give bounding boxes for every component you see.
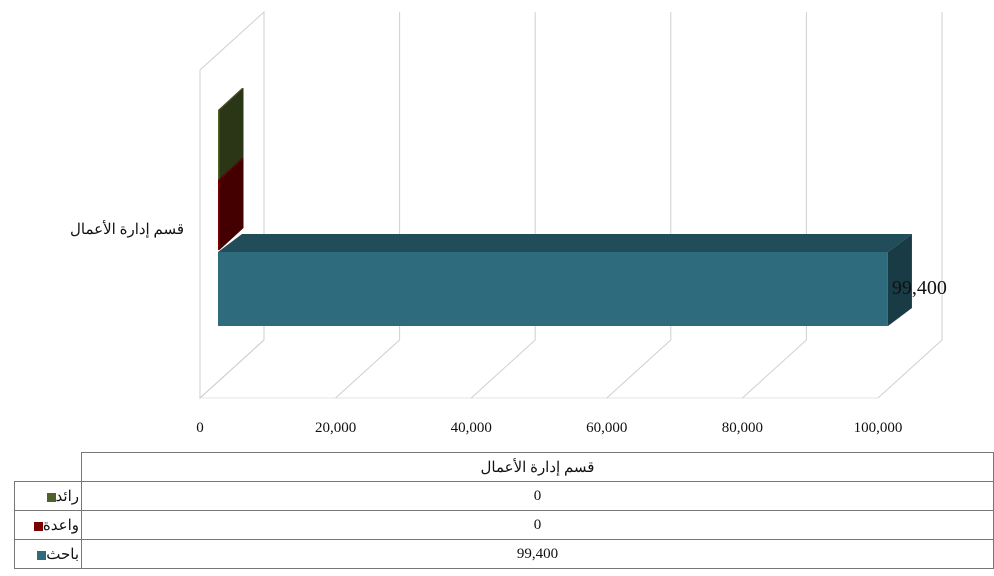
bar-waeda bbox=[218, 158, 244, 250]
table-row: باحث 99,400 bbox=[14, 539, 994, 569]
bar-bahith-front bbox=[218, 252, 888, 326]
table-row: واعدة 0 bbox=[14, 510, 994, 540]
data-label: 99,400 bbox=[892, 277, 947, 299]
legend-key-waeda: واعدة bbox=[14, 510, 82, 540]
floor-gridline bbox=[606, 339, 672, 399]
x-tick-label: 60,000 bbox=[586, 420, 627, 436]
gridlines bbox=[199, 12, 943, 399]
bar-raed bbox=[218, 88, 244, 180]
bar-raed-front bbox=[218, 110, 220, 180]
bar-raed-top bbox=[218, 88, 244, 110]
table-corner bbox=[14, 452, 82, 482]
x-tick-label: 20,000 bbox=[315, 420, 356, 436]
x-tick-label: 0 bbox=[196, 420, 204, 436]
table-cell-value: 99,400 bbox=[81, 539, 994, 569]
x-axis-ticks: 0 20,000 40,000 60,000 80,000 100,000 bbox=[196, 420, 902, 436]
floor-gridline bbox=[199, 339, 265, 399]
table-cell-value: 0 bbox=[81, 510, 994, 540]
bar-waeda-side bbox=[219, 158, 244, 250]
bar-chart: 0 20,000 40,000 60,000 80,000 100,000 99,400 bbox=[196, 10, 947, 436]
bars bbox=[218, 88, 912, 326]
legend-label: رائد bbox=[55, 488, 79, 505]
floor-gridline bbox=[470, 339, 536, 399]
bar-bahith bbox=[218, 234, 912, 326]
legend-swatch bbox=[37, 550, 47, 560]
floor-gridline bbox=[335, 339, 400, 399]
bar-raed-side bbox=[219, 88, 244, 180]
chart-walls bbox=[199, 10, 878, 400]
data-table: قسم إدارة الأعمال رائد 0 واعدة 0 باحث 99… bbox=[14, 452, 994, 569]
table-cell-value: 0 bbox=[81, 481, 994, 511]
bar-bahith-top bbox=[218, 234, 912, 252]
legend-label: واعدة bbox=[42, 517, 79, 534]
bar-waeda-front bbox=[218, 180, 220, 250]
x-tick-label: 40,000 bbox=[451, 420, 492, 436]
bar-bahith-side bbox=[887, 234, 912, 326]
category-label: قسم إدارة الأعمال bbox=[70, 222, 184, 238]
legend-label: باحث bbox=[46, 546, 79, 563]
legend-key-bahith: باحث bbox=[14, 539, 82, 569]
x-tick-label: 100,000 bbox=[854, 420, 903, 436]
data-labels: 99,400 bbox=[892, 277, 947, 299]
table-row: رائد 0 bbox=[14, 481, 994, 511]
x-tick-label: 80,000 bbox=[722, 420, 763, 436]
bar-waeda-top bbox=[218, 158, 244, 180]
legend-key-raed: رائد bbox=[14, 481, 82, 511]
table-header-row: قسم إدارة الأعمال bbox=[14, 452, 994, 482]
legend-swatch bbox=[33, 521, 43, 531]
floor-gridline bbox=[742, 339, 807, 399]
table-column-header: قسم إدارة الأعمال bbox=[81, 452, 994, 482]
floor-gridline bbox=[877, 339, 943, 399]
legend-swatch bbox=[46, 492, 56, 502]
